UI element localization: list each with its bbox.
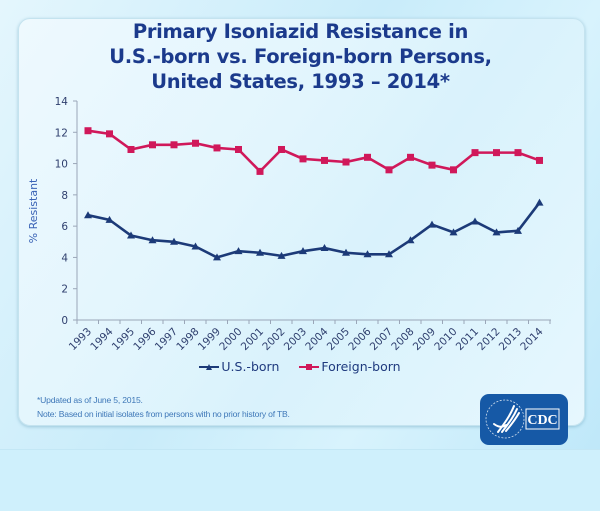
axes: 0246810121419931994199519961997199819992…: [55, 96, 551, 353]
x-tick-label: 2004: [303, 325, 331, 353]
title-line-2: U.S.-born vs. Foreign-born Persons,: [109, 45, 492, 68]
data-point-u-s-born: [299, 247, 307, 255]
series-layer: [84, 127, 544, 261]
data-point-foreign-born: [514, 149, 522, 157]
data-point-u-s-born: [342, 248, 350, 256]
y-axis-label: % Resistant: [27, 178, 40, 243]
data-point-foreign-born: [213, 144, 221, 152]
legend-label-us-born: U.S.-born: [221, 359, 280, 374]
data-point-foreign-born: [106, 130, 113, 138]
data-point-u-s-born: [256, 248, 264, 256]
data-point-u-s-born: [191, 242, 200, 250]
title-line-1: Primary Isoniazid Resistance in: [132, 20, 469, 43]
x-tick-label: 2010: [432, 326, 459, 353]
data-point-foreign-born: [127, 145, 135, 153]
data-point-foreign-born: [364, 153, 371, 161]
x-tick-label: 2007: [368, 326, 395, 353]
legend-label-foreign-born: Foreign-born: [321, 359, 401, 374]
legend-swatch-us-born: [199, 362, 220, 372]
y-tick-label: 2: [61, 284, 68, 296]
data-point-u-s-born: [127, 231, 135, 239]
background-bottom: [0, 449, 600, 511]
cdc-logo: CDC: [480, 394, 568, 445]
x-tick-label: 1999: [196, 326, 223, 353]
data-point-foreign-born: [149, 141, 156, 149]
chart-title: Primary Isoniazid Resistance in U.S.-bor…: [18, 19, 583, 94]
x-tick-label: 1997: [153, 326, 180, 353]
x-tick-label: 1995: [110, 326, 137, 353]
series-line-foreign-born: [87, 129, 540, 173]
x-tick-label: 1998: [174, 326, 201, 353]
data-point-u-s-born: [105, 215, 114, 223]
x-tick-label: 2006: [346, 325, 374, 353]
data-point-foreign-born: [407, 153, 414, 161]
y-tick-label: 6: [61, 221, 68, 233]
data-point-foreign-born: [299, 155, 307, 163]
y-tick-label: 12: [55, 127, 68, 139]
title-line-3: United States, 1993 – 2014*: [151, 70, 450, 93]
legend: U.S.-born Foreign-born: [0, 359, 600, 375]
data-point-u-s-born: [213, 253, 221, 261]
y-tick-label: 4: [61, 252, 68, 264]
data-point-u-s-born: [406, 236, 415, 244]
data-point-foreign-born: [450, 166, 457, 174]
data-point-u-s-born: [428, 220, 436, 228]
y-tick-label: 10: [55, 159, 68, 171]
x-tick-label: 2003: [282, 326, 309, 353]
x-tick-label: 1994: [88, 325, 116, 353]
legend-item-us-born: U.S.-born: [199, 359, 279, 374]
data-point-u-s-born: [535, 198, 544, 206]
data-point-u-s-born: [492, 228, 501, 236]
x-tick-label: 2014: [518, 325, 546, 353]
data-point-foreign-born: [536, 156, 543, 164]
y-tick-label: 0: [61, 315, 68, 327]
data-point-foreign-born: [278, 145, 285, 153]
data-point-foreign-born: [493, 149, 500, 157]
legend-swatch-foreign-born: [299, 362, 320, 372]
data-point-u-s-born: [449, 228, 458, 236]
hhs-eagle-icon: CDC: [485, 399, 560, 439]
x-tick-label: 2011: [454, 326, 481, 353]
data-point-foreign-born: [385, 166, 393, 174]
data-point-foreign-born: [342, 158, 350, 166]
x-tick-label: 2000: [217, 326, 244, 353]
x-tick-label: 2005: [325, 326, 352, 353]
data-point-u-s-born: [385, 250, 393, 258]
data-point-u-s-born: [170, 237, 178, 245]
data-point-u-s-born: [363, 250, 372, 258]
y-tick-label: 14: [55, 96, 69, 108]
data-point-foreign-born: [84, 127, 92, 135]
data-point-u-s-born: [148, 236, 157, 244]
x-tick-label: 2012: [475, 326, 502, 353]
x-tick-label: 2008: [389, 326, 416, 353]
footnote-updated: *Updated as of June 5, 2015.: [37, 395, 143, 405]
data-point-foreign-born: [471, 149, 479, 157]
footnotes: *Updated as of June 5, 2015. Note: Based…: [37, 393, 290, 421]
x-tick-label: 2002: [260, 326, 287, 353]
x-tick-label: 2009: [411, 326, 438, 353]
x-tick-label: 1996: [131, 325, 159, 353]
data-point-foreign-born: [256, 167, 264, 175]
data-point-foreign-born: [321, 156, 328, 164]
legend-item-foreign-born: Foreign-born: [299, 359, 401, 374]
data-point-u-s-born: [471, 217, 479, 225]
cdc-logo-text: CDC: [527, 413, 557, 428]
x-tick-label: 1993: [67, 326, 94, 353]
footnote-note: Note: Based on initial isolates from per…: [37, 409, 290, 419]
data-point-foreign-born: [235, 145, 242, 153]
x-tick-label: 2013: [497, 326, 524, 353]
data-point-u-s-born: [234, 247, 243, 255]
series-line-u-s-born: [87, 201, 541, 259]
y-tick-label: 8: [61, 190, 68, 202]
x-tick-label: 2001: [239, 326, 266, 353]
data-point-foreign-born: [170, 141, 178, 149]
data-point-foreign-born: [192, 139, 199, 147]
data-point-u-s-born: [277, 251, 286, 259]
data-point-u-s-born: [84, 211, 92, 219]
data-point-u-s-born: [514, 226, 522, 234]
data-point-u-s-born: [320, 244, 329, 252]
data-point-foreign-born: [428, 161, 436, 169]
